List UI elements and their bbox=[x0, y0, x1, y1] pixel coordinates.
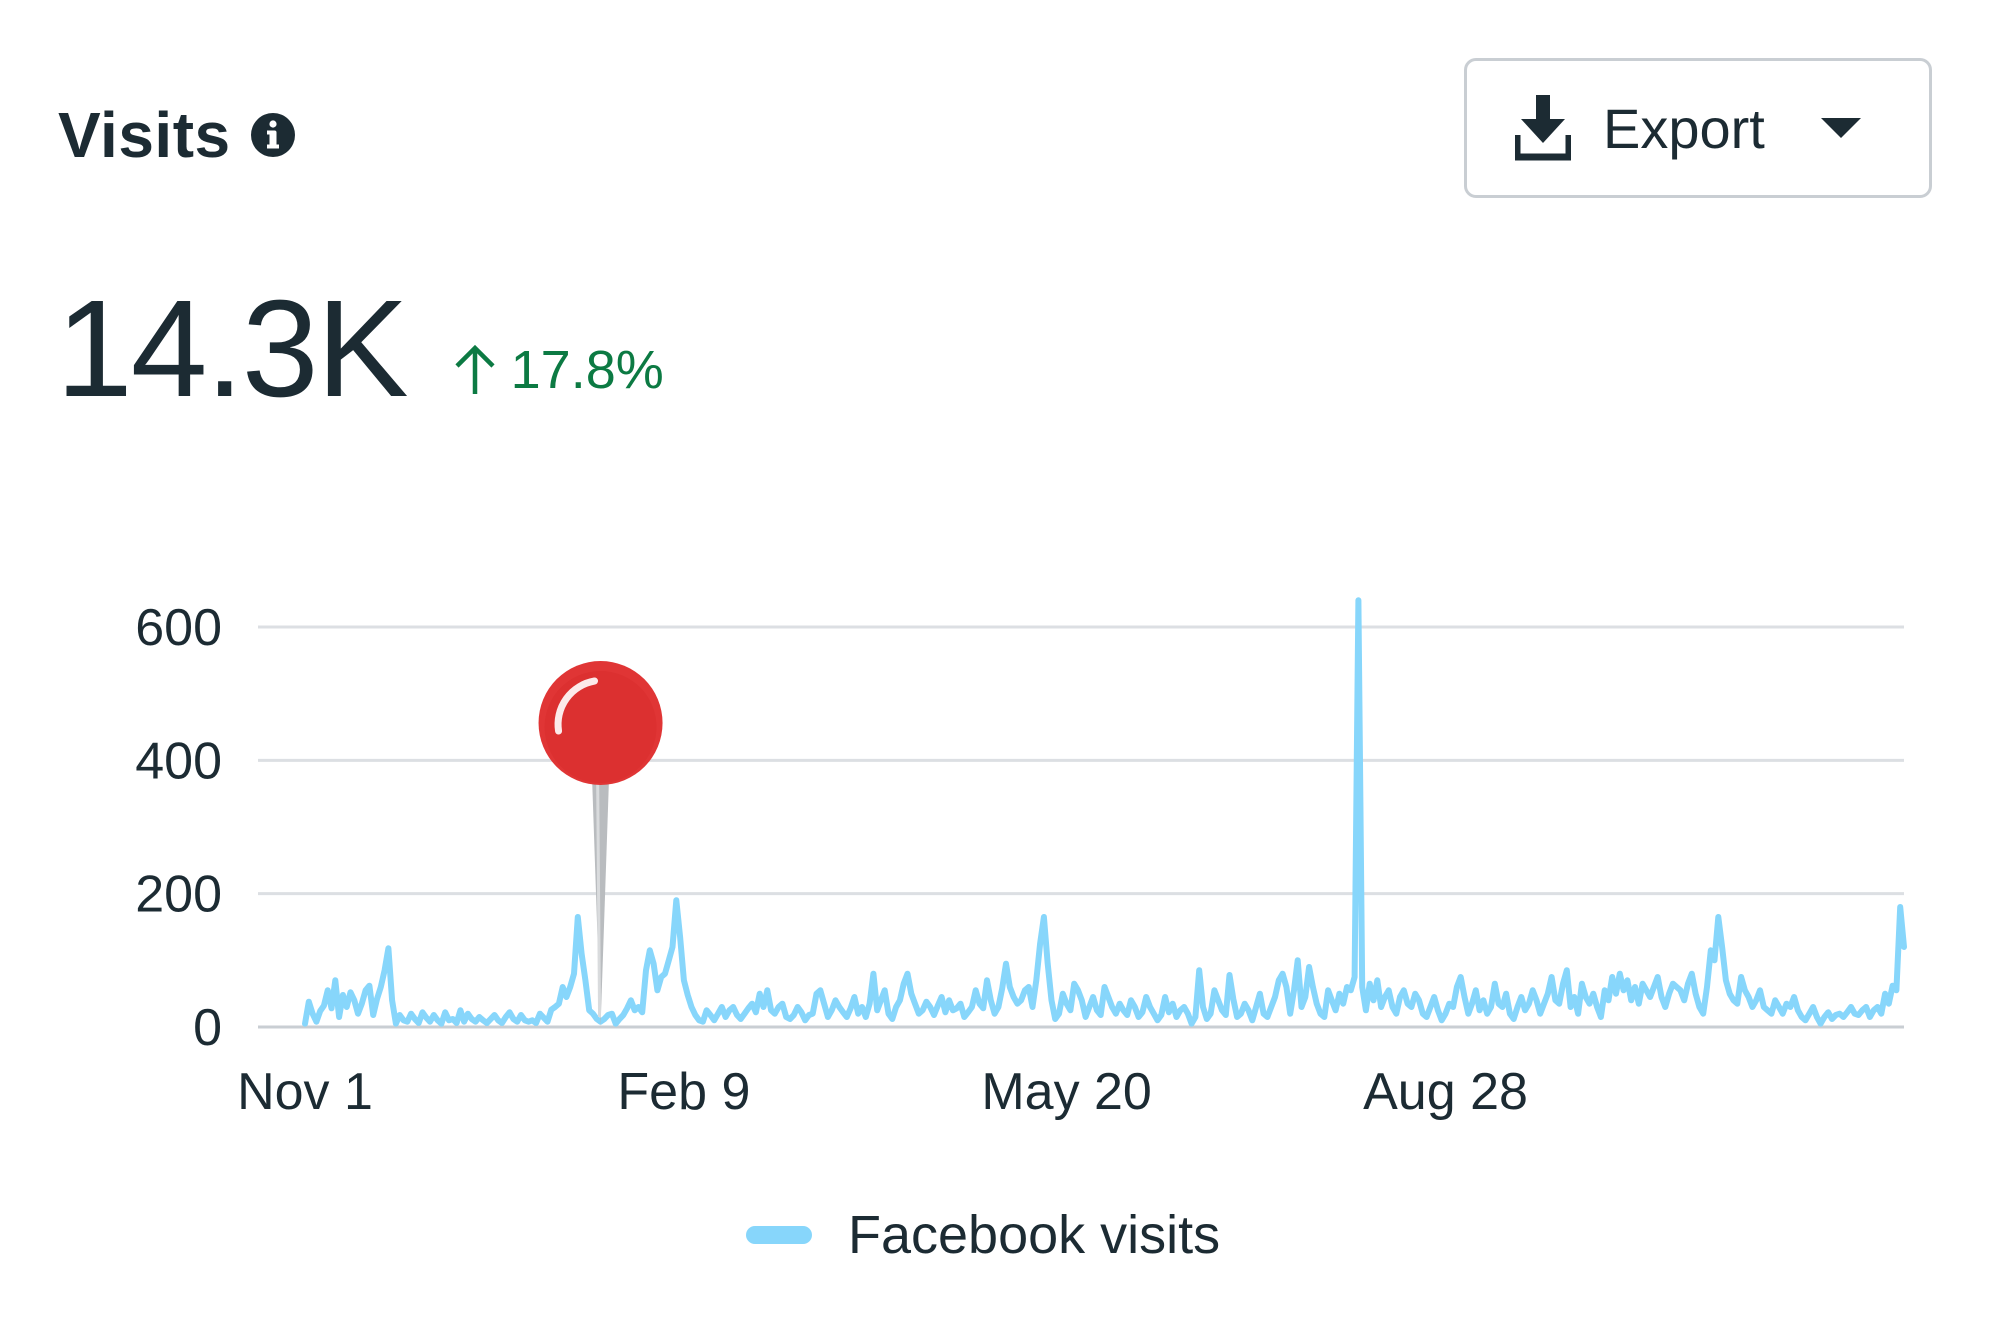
series-line-facebook-visits bbox=[302, 597, 1907, 1027]
y-axis-ticks: 0 200 400 600 bbox=[135, 599, 222, 1057]
y-tick-label: 200 bbox=[135, 866, 222, 924]
info-icon[interactable] bbox=[249, 111, 297, 159]
page-title: Visits bbox=[58, 99, 231, 171]
kpi-value: 14.3K bbox=[56, 272, 409, 426]
y-tick-label: 400 bbox=[135, 732, 222, 790]
kpi-change-value: 17.8% bbox=[510, 340, 664, 400]
grid-lines bbox=[258, 625, 1904, 1029]
y-tick-label: 0 bbox=[193, 999, 222, 1057]
pin-highlight bbox=[554, 677, 599, 735]
card-header: Visits bbox=[58, 98, 297, 172]
x-tick-label: Nov 1 bbox=[237, 1063, 373, 1121]
export-label: Export bbox=[1603, 96, 1765, 160]
export-button[interactable]: Export bbox=[1464, 58, 1932, 198]
caret-down-icon bbox=[1820, 118, 1861, 138]
legend-swatch bbox=[746, 1226, 812, 1244]
pin-needle-shine bbox=[596, 766, 602, 1018]
pin-needle bbox=[591, 763, 610, 1027]
kpi-change: 17.8% bbox=[453, 339, 664, 401]
legend-label: Facebook visits bbox=[848, 1205, 1221, 1265]
x-tick-label: Aug 28 bbox=[1363, 1063, 1528, 1121]
x-tick-label: May 20 bbox=[981, 1063, 1152, 1121]
download-icon bbox=[1515, 95, 1571, 161]
x-axis-ticks: Nov 1 Feb 9 May 20 Aug 28 bbox=[237, 1063, 1528, 1121]
kpi-summary: 14.3K 17.8% bbox=[56, 280, 664, 418]
arrow-up-icon bbox=[455, 344, 495, 394]
pin-head-shade bbox=[544, 671, 657, 783]
y-tick-label: 600 bbox=[135, 599, 222, 657]
pin-marker-icon[interactable] bbox=[538, 661, 663, 1027]
chart-legend: Facebook visits bbox=[746, 1204, 1220, 1266]
x-tick-label: Feb 9 bbox=[617, 1063, 750, 1121]
